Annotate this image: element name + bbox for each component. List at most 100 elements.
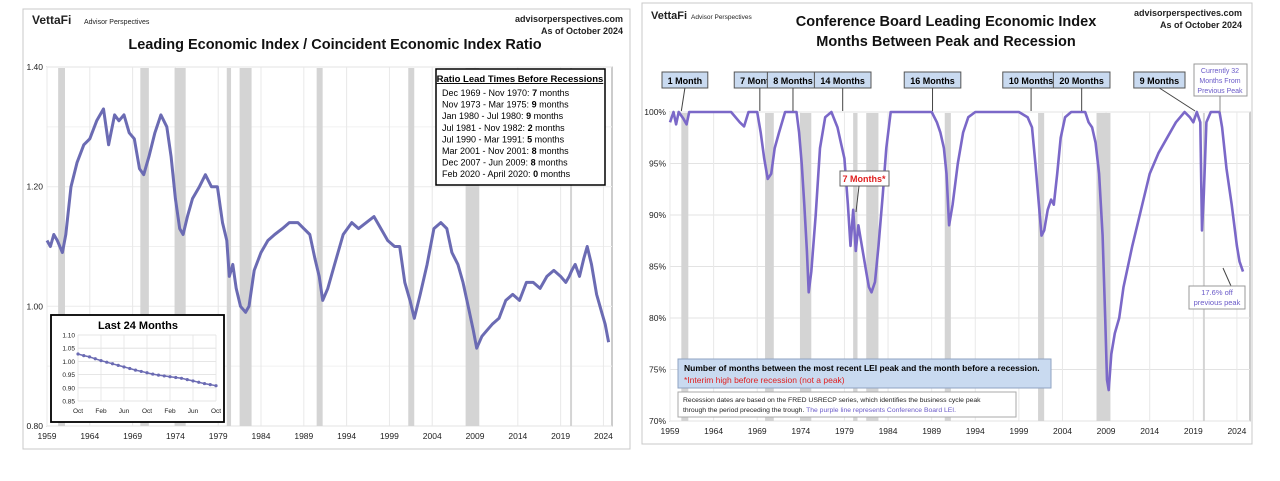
inset-y-tick-label: 0.85 xyxy=(62,399,75,406)
right-brand-sub: Advisor Perspectives xyxy=(691,14,752,21)
lead-time-unit: months xyxy=(536,158,569,168)
lead-time-unit: months xyxy=(531,111,564,121)
inset-x-tick-label: Oct xyxy=(211,408,221,415)
inset-x-tick-label: Jun xyxy=(188,408,199,415)
lead-time-row: Mar 2001 - Nov 2001: 8 months xyxy=(442,146,569,156)
lead-time-period: Jul 1990 - Mar 1991: xyxy=(442,134,527,144)
inset-point xyxy=(168,375,172,379)
inset-point xyxy=(122,365,126,369)
inset-y-tick-label: 0.90 xyxy=(62,385,75,392)
lead-time-row: Jan 1980 - Jul 1980: 9 months xyxy=(442,111,564,121)
inset-point xyxy=(151,372,155,376)
source-box: Recession dates are based on the FRED US… xyxy=(677,391,1017,418)
y-tick-label: 1.40 xyxy=(26,62,43,72)
currently-note-line3: Previous Peak xyxy=(1197,88,1243,95)
y-tick-label: 0.80 xyxy=(26,421,43,431)
recession-bar xyxy=(944,113,951,421)
currently-note: Currently 32 Months From Previous Peak xyxy=(1193,63,1248,112)
x-tick-label: 2014 xyxy=(1140,426,1159,436)
peak-note-frame xyxy=(1188,285,1246,310)
x-tick-label: 1984 xyxy=(252,431,271,441)
inset-point xyxy=(174,375,178,380)
inset-x-tick-label: Jun xyxy=(119,408,130,415)
x-tick-label: 1964 xyxy=(704,426,723,436)
lead-time-unit: months xyxy=(537,100,570,110)
x-tick-label: 1974 xyxy=(166,431,185,441)
interim-label-text: 7 Months* xyxy=(842,174,885,184)
lead-time-period: Mar 2001 - Nov 2001: xyxy=(442,146,532,156)
lead-times-box: Ratio Lead Times Before Recessions Dec 1… xyxy=(435,68,606,186)
inset-point xyxy=(110,362,115,366)
x-tick-label: 2024 xyxy=(1227,426,1246,436)
lead-time-period: Jul 1981 - Nov 1982: xyxy=(442,123,528,133)
inset-title: Last 24 Months xyxy=(98,320,178,332)
footnote-frame xyxy=(677,358,1052,389)
lead-time-row: Jul 1990 - Mar 1991: 5 months xyxy=(442,134,565,144)
right-brand: VettaFi xyxy=(651,10,687,22)
lead-time-unit: months xyxy=(537,146,570,156)
y-tick-label: 1.20 xyxy=(26,182,43,192)
footnote-interim: *Interim high before recession (not a pe… xyxy=(684,375,845,385)
y-tick-label: 100% xyxy=(644,107,666,117)
lead-time-value: 8 xyxy=(531,158,536,168)
x-tick-label: 1989 xyxy=(922,426,941,436)
inset-point xyxy=(179,376,184,380)
x-tick-label: 2014 xyxy=(508,431,527,441)
y-tick-label: 1.00 xyxy=(26,301,43,311)
x-tick-label: 1994 xyxy=(966,426,985,436)
inset-point xyxy=(139,369,143,374)
lead-time-period: Nov 1973 - Mar 1975: xyxy=(442,100,532,110)
recession-bar xyxy=(866,113,879,421)
source-line2b: The purple line represents Conference Bo… xyxy=(806,407,956,414)
recession-bar xyxy=(570,68,573,426)
recession-bar xyxy=(681,113,689,421)
inset-y-tick-label: 0.95 xyxy=(62,372,75,379)
x-tick-label: 1969 xyxy=(748,426,767,436)
y-tick-label: 90% xyxy=(649,210,666,220)
y-tick-label: 95% xyxy=(649,159,666,169)
right-series-line xyxy=(668,110,1245,392)
lead-time-value: 9 xyxy=(526,111,531,121)
peak-note-line2: previous peak xyxy=(1194,298,1241,307)
lead-time-value: 0 xyxy=(533,169,538,179)
inset-point xyxy=(214,384,218,388)
inset-point xyxy=(87,355,92,359)
lead-time-value: 2 xyxy=(528,123,533,133)
inset-frame xyxy=(50,314,225,423)
lead-time-unit: months xyxy=(532,134,565,144)
inset-point xyxy=(76,352,80,356)
inset-point xyxy=(162,374,166,378)
inset-point xyxy=(156,373,161,377)
peak-label-text: 20 Months xyxy=(1059,76,1104,86)
x-tick-label: 1999 xyxy=(1009,426,1028,436)
left-site: advisorperspectives.com xyxy=(515,14,623,24)
recession-bar xyxy=(226,68,232,426)
left-brand-sub: Advisor Perspectives xyxy=(84,19,150,26)
inset-x-tick-label: Oct xyxy=(73,408,83,415)
x-tick-label: 1979 xyxy=(835,426,854,436)
right-title-line2: Months Between Peak and Recession xyxy=(816,34,1075,50)
inset-point xyxy=(208,383,212,387)
peak-note-line1: 17.6% off xyxy=(1201,288,1233,297)
x-tick-label: 1984 xyxy=(879,426,898,436)
x-tick-label: 2019 xyxy=(551,431,570,441)
lead-time-period: Jan 1980 - Jul 1980: xyxy=(442,111,526,121)
lead-time-value: 9 xyxy=(532,100,537,110)
lead-time-row: Dec 2007 - Jun 2009: 8 months xyxy=(442,158,568,168)
left-series-line xyxy=(45,107,611,350)
recession-bar xyxy=(140,68,149,426)
right-title-line1: Conference Board Leading Economic Index xyxy=(796,14,1097,30)
x-tick-label: 1974 xyxy=(791,426,810,436)
inset-point xyxy=(145,371,149,375)
inset-chart: Last 24 Months 1.101.051.000.950.900.85 … xyxy=(50,314,225,423)
inset-point xyxy=(116,363,120,367)
lead-times-title: Ratio Lead Times Before Recessions xyxy=(437,74,604,85)
recession-bar xyxy=(316,68,323,426)
y-tick-label: 80% xyxy=(649,313,666,323)
recession-bar xyxy=(1038,113,1045,421)
source-line2: through the period preceding the trough.… xyxy=(683,407,956,414)
inset-x-tick-label: Oct xyxy=(142,408,152,415)
left-panel: VettaFi Advisor Perspectives advisorpers… xyxy=(22,8,631,450)
y-tick-label: 70% xyxy=(649,416,666,426)
